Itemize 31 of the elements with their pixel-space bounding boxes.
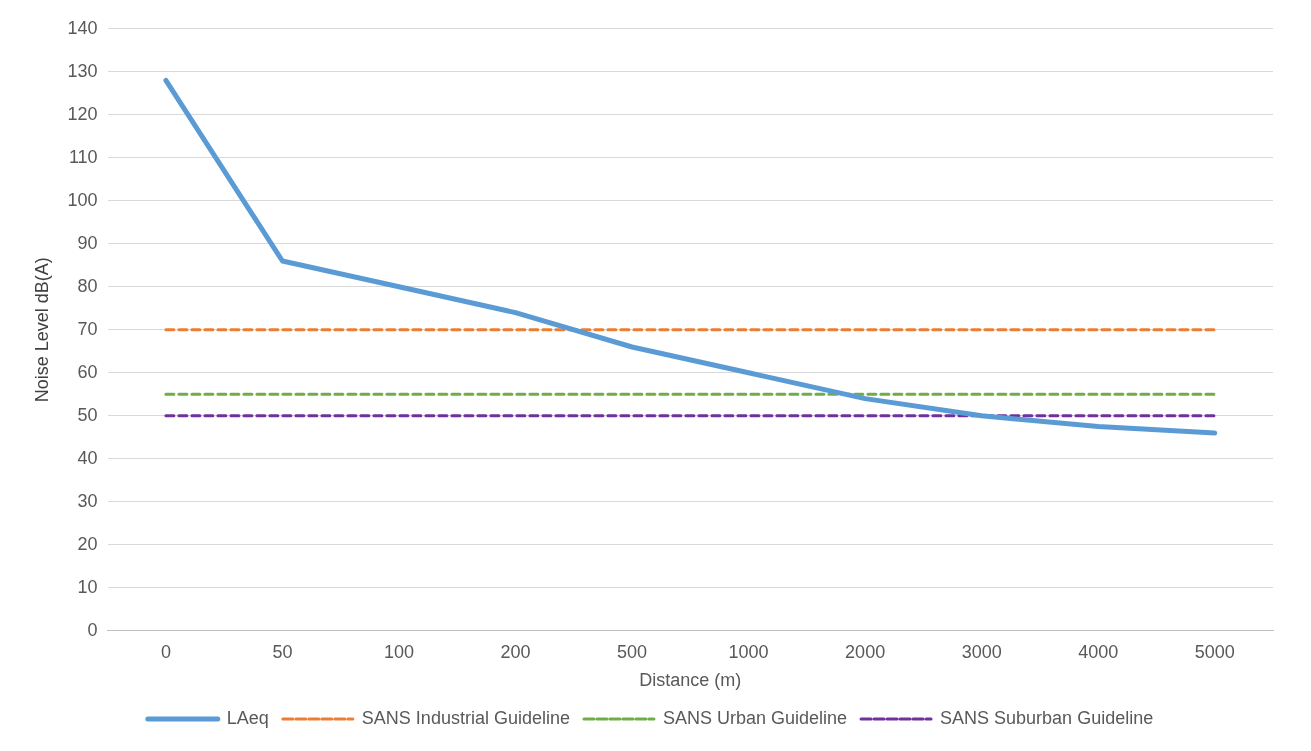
- y-tick-label: 130: [67, 60, 98, 81]
- y-tick-label: 70: [77, 318, 98, 339]
- x-tick-label: 50: [272, 641, 293, 662]
- x-tick-label: 0: [160, 641, 171, 662]
- x-tick-label: 3000: [961, 641, 1002, 662]
- y-tick-label: 80: [77, 275, 98, 296]
- x-tick-label: 5000: [1194, 641, 1235, 662]
- y-tick-label: 30: [77, 490, 98, 511]
- x-tick-label: 200: [500, 641, 531, 662]
- y-tick-label: 10: [77, 576, 98, 597]
- y-axis-title: Noise Level dB(A): [31, 257, 52, 403]
- legend-label: SANS Industrial Guideline: [361, 707, 570, 728]
- x-tick-label: 500: [617, 641, 648, 662]
- y-tick-label: 110: [68, 146, 98, 167]
- y-tick-label: 0: [87, 619, 98, 640]
- y-tick-label: 50: [77, 404, 98, 425]
- y-tick-label: 90: [77, 232, 98, 253]
- y-tick-label: 120: [67, 103, 98, 124]
- y-tick-label: 60: [77, 361, 98, 382]
- y-tick-label: 40: [77, 447, 98, 468]
- x-tick-label: 1000: [728, 641, 769, 662]
- x-tick-label: 2000: [845, 641, 886, 662]
- x-tick-label: 100: [383, 641, 414, 662]
- y-tick-label: 100: [67, 189, 98, 210]
- y-tick-label: 140: [67, 17, 98, 38]
- legend-label: LAeq: [226, 707, 269, 728]
- y-tick-label: 20: [77, 533, 98, 554]
- legend-label: SANS Urban Guideline: [662, 707, 848, 728]
- x-tick-label: 4000: [1078, 641, 1119, 662]
- x-axis-title: Distance (m): [639, 670, 742, 691]
- legend-label: SANS Suburban Guideline: [940, 707, 1154, 728]
